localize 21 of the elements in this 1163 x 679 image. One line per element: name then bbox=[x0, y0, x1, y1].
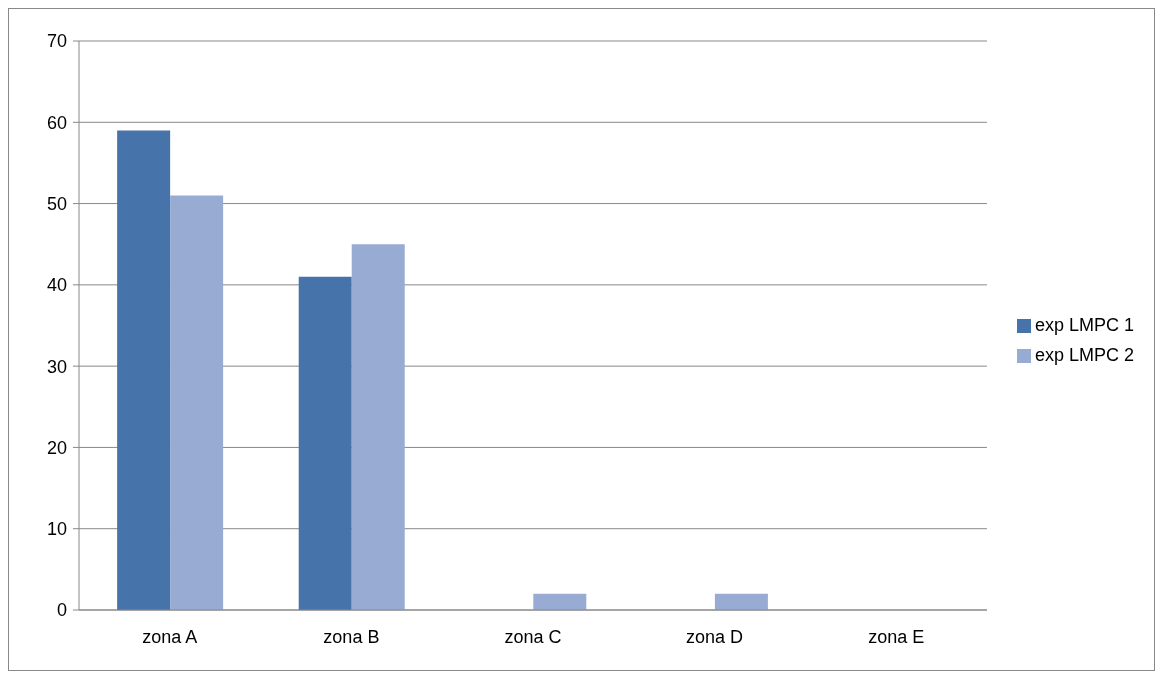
y-tick-label: 40 bbox=[46, 275, 67, 296]
bar bbox=[298, 276, 352, 610]
y-tick-label: 10 bbox=[46, 519, 67, 540]
y-tick-label: 30 bbox=[46, 356, 67, 377]
bar bbox=[117, 130, 171, 610]
legend-label: exp LMPC 1 bbox=[1034, 314, 1134, 335]
bar bbox=[714, 593, 768, 610]
legend-label: exp LMPC 2 bbox=[1034, 344, 1134, 365]
y-tick-label: 0 bbox=[56, 600, 67, 621]
y-tick-label: 70 bbox=[46, 31, 67, 52]
bar bbox=[533, 593, 587, 610]
x-tick-label: zona E bbox=[868, 626, 925, 647]
x-tick-label: zona D bbox=[686, 626, 744, 647]
x-tick-label: zona A bbox=[142, 626, 198, 647]
x-tick-label: zona B bbox=[323, 626, 380, 647]
x-tick-label: zona C bbox=[504, 626, 562, 647]
y-tick-label: 20 bbox=[46, 437, 67, 458]
y-tick-label: 50 bbox=[46, 193, 67, 214]
bar bbox=[170, 195, 224, 610]
bar bbox=[351, 244, 405, 610]
y-tick-label: 60 bbox=[46, 112, 67, 133]
